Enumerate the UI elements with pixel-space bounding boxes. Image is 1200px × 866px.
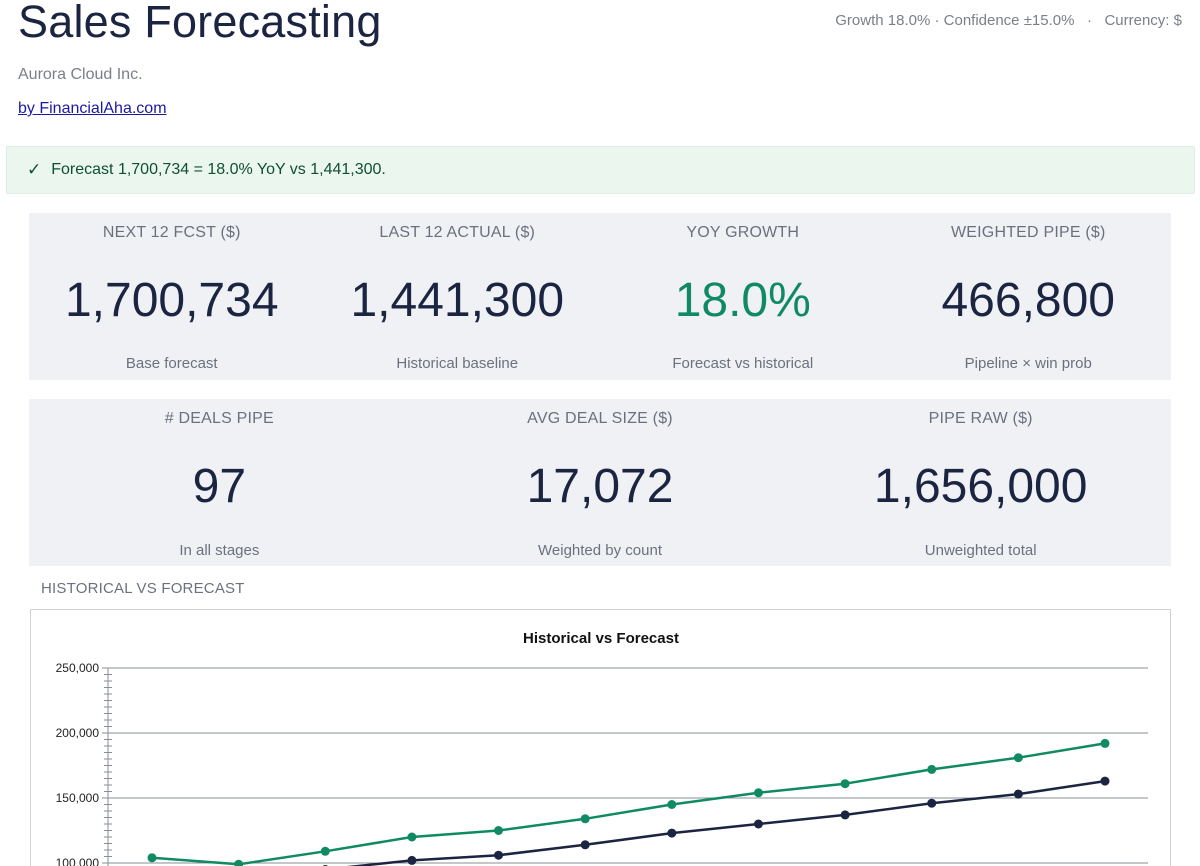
kpi-label: PIPE RAW ($) (928, 410, 1033, 427)
kpi-value: 1,656,000 (873, 460, 1088, 513)
kpi-row-primary: NEXT 12 FCST ($) 1,700,734 Base forecast… (29, 213, 1171, 380)
company-name: Aurora Cloud Inc. (18, 66, 143, 83)
data-point (407, 855, 417, 865)
header-meta: Growth 18.0% · Confidence ±15.0% · Curre… (835, 12, 1182, 29)
kpi-pipe-raw: PIPE RAW ($) 1,656,000 Unweighted total (790, 399, 1171, 566)
y-tick-label: 100,000 (56, 856, 100, 866)
data-point (840, 810, 850, 820)
kpi-value: 1,441,300 (350, 274, 565, 327)
data-point (840, 779, 850, 789)
kpi-caption: Pipeline × win prob (964, 355, 1092, 372)
series-line (346, 779, 1106, 866)
y-tick-label: 150,000 (56, 791, 100, 805)
data-point (1013, 789, 1023, 799)
data-point (1100, 738, 1110, 748)
kpi-avg-deal-size: AVG DEAL SIZE ($) 17,072 Weighted by cou… (410, 399, 791, 566)
kpi-value: 1,700,734 (64, 274, 279, 327)
data-point (753, 788, 763, 798)
kpi-last-12-actual: LAST 12 ACTUAL ($) 1,441,300 Historical … (315, 213, 601, 380)
data-point (494, 850, 504, 860)
data-point (927, 798, 937, 808)
byline-link[interactable]: by FinancialAha.com (18, 100, 167, 117)
banner-text: Forecast 1,700,734 = 18.0% YoY vs 1,441,… (51, 161, 386, 178)
data-point (320, 846, 330, 856)
data-point (927, 764, 937, 774)
kpi-weighted-pipe: WEIGHTED PIPE ($) 466,800 Pipeline × win… (886, 213, 1172, 380)
data-point (580, 840, 590, 850)
historical-vs-forecast-chart: Historical vs Forecast 100,000 150,000 200,… (30, 609, 1171, 866)
kpi-caption: Forecast vs historical (672, 355, 814, 372)
chart-section-label: HISTORICAL VS FORECAST (41, 580, 245, 597)
kpi-next-12-forecast: NEXT 12 FCST ($) 1,700,734 Base forecast (29, 213, 315, 380)
check-icon: ✓ (27, 160, 42, 179)
kpi-label: WEIGHTED PIPE ($) (950, 224, 1106, 241)
kpi-label: AVG DEAL SIZE ($) (527, 410, 673, 427)
kpi-label: # DEALS PIPE (164, 410, 274, 427)
kpi-value: 18.0% (674, 274, 811, 327)
data-point (1100, 776, 1110, 786)
status-banner: ✓ Forecast 1,700,734 = 18.0% YoY vs 1,44… (6, 146, 1195, 194)
data-point (753, 819, 763, 829)
data-point (407, 832, 417, 842)
kpi-label: YOY GROWTH (686, 224, 800, 241)
series-line (151, 742, 1106, 866)
data-point (147, 853, 157, 863)
kpi-label: LAST 12 ACTUAL ($) (379, 224, 536, 241)
kpi-caption: Unweighted total (924, 542, 1037, 559)
kpi-value: 466,800 (941, 274, 1115, 327)
y-tick-label: 250,000 (56, 661, 100, 675)
data-point (494, 826, 504, 835)
kpi-row-pipeline: # DEALS PIPE 97 In all stages AVG DEAL S… (29, 399, 1171, 566)
kpi-caption: In all stages (179, 542, 260, 559)
kpi-caption: Base forecast (125, 355, 218, 372)
y-tick-label: 200,000 (56, 726, 100, 740)
kpi-deals-in-pipe: # DEALS PIPE 97 In all stages (29, 399, 410, 566)
kpi-caption: Historical baseline (396, 355, 519, 372)
kpi-yoy-growth: YOY GROWTH 18.0% Forecast vs historical (600, 213, 886, 380)
data-point (667, 828, 677, 838)
chart-title: Historical vs Forecast (523, 630, 679, 647)
kpi-value: 17,072 (526, 460, 674, 513)
data-point (667, 800, 677, 809)
kpi-caption: Weighted by count (538, 542, 662, 559)
data-point (580, 814, 590, 824)
chart-canvas: Historical vs Forecast 100,000 150,000 200,… (56, 630, 1148, 866)
kpi-value: 97 (192, 460, 247, 513)
kpi-label: NEXT 12 FCST ($) (102, 224, 241, 241)
page-title: Sales Forecasting (18, 0, 382, 47)
data-point (1013, 753, 1023, 763)
data-point (234, 859, 244, 866)
